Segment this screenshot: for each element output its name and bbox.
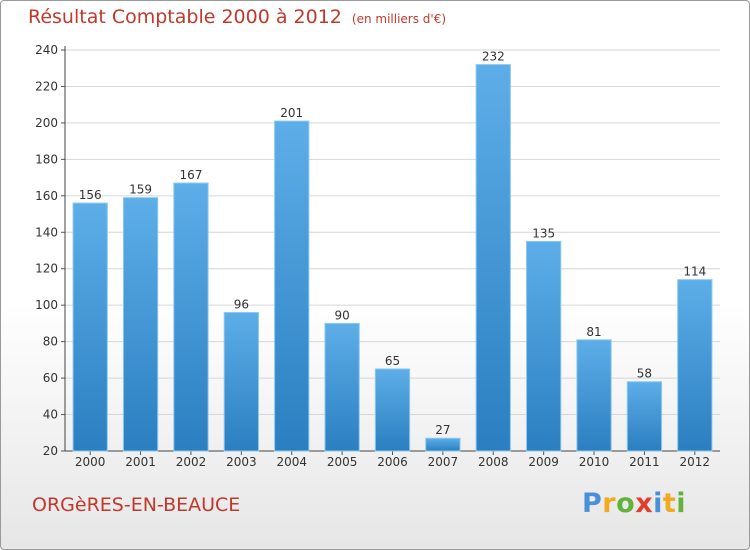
value-label: 114 <box>683 265 706 279</box>
logo-letter: i <box>653 488 663 519</box>
bar <box>274 120 310 452</box>
value-label: 135 <box>532 226 555 240</box>
logo-letter: P <box>582 488 603 519</box>
y-tick-label: 40 <box>43 408 58 422</box>
y-tick-label: 240 <box>35 43 58 57</box>
chart-subtitle: (en milliers d'€) <box>351 12 447 26</box>
value-label: 81 <box>586 325 601 339</box>
x-tick-label: 2008 <box>478 455 509 469</box>
value-label: 27 <box>435 423 450 437</box>
x-tick-label: 2004 <box>276 455 307 469</box>
logo-letter: o <box>616 488 636 519</box>
y-tick-label: 60 <box>43 371 58 385</box>
value-label: 65 <box>385 354 400 368</box>
logo-letter: r <box>602 488 617 519</box>
x-tick-label: 2005 <box>327 455 358 469</box>
x-tick-label: 2012 <box>680 455 711 469</box>
bar <box>122 197 159 452</box>
value-label: 58 <box>637 367 652 381</box>
bar <box>677 279 713 452</box>
bar <box>626 381 663 452</box>
x-tick-label: 2001 <box>125 455 156 469</box>
x-tick-label: 2010 <box>579 455 610 469</box>
logo-letter: i <box>676 488 687 519</box>
y-tick-label: 120 <box>35 262 58 276</box>
proxiti-logo[interactable]: Proxiti <box>582 488 686 519</box>
bar <box>72 202 108 452</box>
bar <box>374 368 411 452</box>
logo-letter: x <box>635 488 654 519</box>
y-tick-label: 180 <box>35 152 58 166</box>
labels: 20 40 60 80 100 120 140 160 180 200 220 240 156 2000 1… <box>35 43 710 469</box>
bar <box>324 322 360 452</box>
y-tick-label: 80 <box>43 335 58 349</box>
value-label: 156 <box>79 188 102 202</box>
y-tick-label: 200 <box>35 116 58 130</box>
value-label: 201 <box>280 106 303 120</box>
value-label: 90 <box>334 308 349 322</box>
value-label: 167 <box>180 168 203 182</box>
y-tick-label: 160 <box>35 189 58 203</box>
bar <box>173 182 209 452</box>
town-name: ORGèRES-EN-BEAUCE <box>32 494 241 516</box>
x-tick-label: 2007 <box>428 455 459 469</box>
y-tick-label: 20 <box>43 444 58 458</box>
title-text: Résultat Comptable 2000 à 2012 <box>28 6 342 28</box>
value-label: 96 <box>234 297 249 311</box>
x-tick-label: 2003 <box>226 455 257 469</box>
x-tick-label: 2011 <box>629 455 660 469</box>
bar <box>223 311 259 452</box>
bar <box>526 240 562 452</box>
bar <box>425 437 461 452</box>
y-tick-label: 220 <box>35 79 58 93</box>
bars <box>72 64 713 452</box>
chart-title: Résultat Comptable 2000 à 2012 (en millie… <box>28 6 446 28</box>
x-tick-label: 2000 <box>75 455 106 469</box>
x-tick-label: 2009 <box>528 455 559 469</box>
logo-letter: t <box>662 488 677 519</box>
y-tick-label: 100 <box>35 298 58 312</box>
value-label: 232 <box>482 50 505 64</box>
value-label: 159 <box>129 183 152 197</box>
y-tick-label: 140 <box>35 225 58 239</box>
x-tick-label: 2006 <box>377 455 408 469</box>
bar <box>475 64 511 452</box>
bar <box>576 339 612 452</box>
x-tick-label: 2002 <box>176 455 207 469</box>
